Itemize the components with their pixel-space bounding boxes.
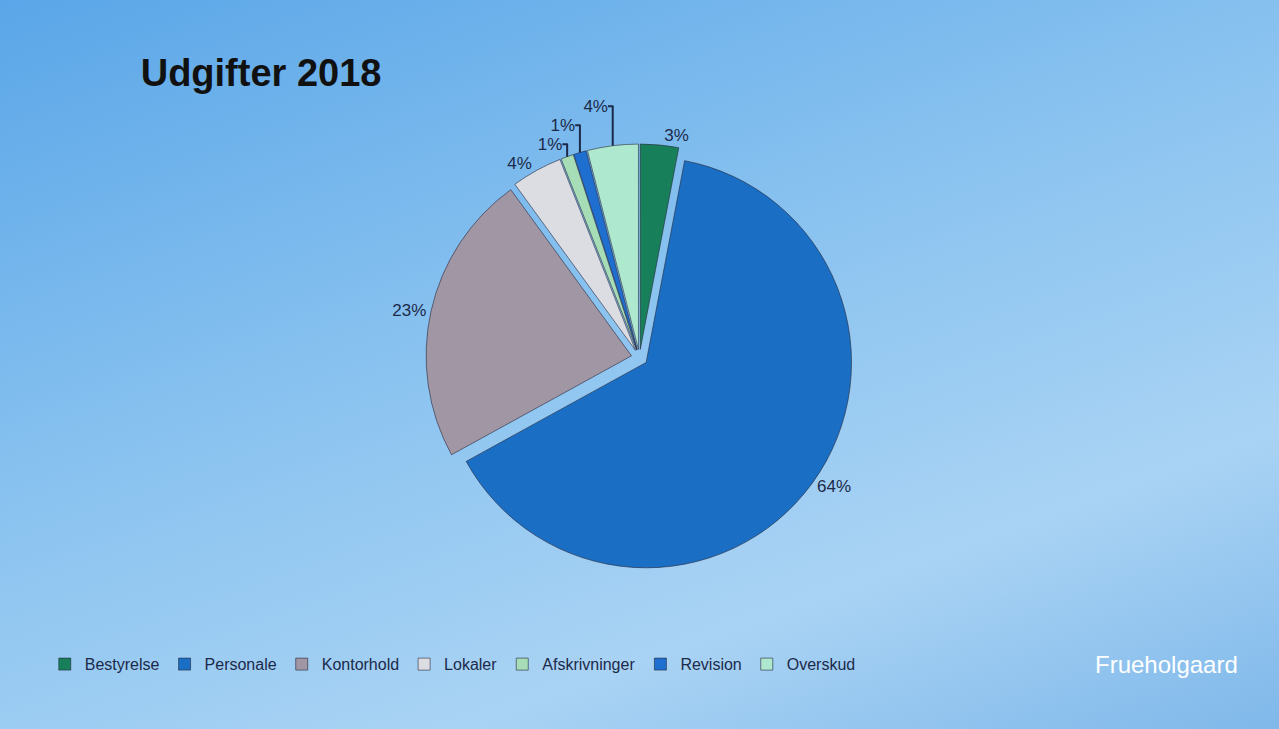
svg-text:Overskud: Overskud <box>787 656 855 673</box>
svg-text:Kontorhold: Kontorhold <box>322 656 399 673</box>
svg-text:1%: 1% <box>538 135 563 154</box>
svg-text:Afskrivninger: Afskrivninger <box>542 656 635 673</box>
svg-text:Personale: Personale <box>205 656 277 673</box>
svg-text:4%: 4% <box>583 97 608 116</box>
svg-text:64%: 64% <box>817 477 851 496</box>
svg-text:3%: 3% <box>664 126 689 145</box>
svg-text:23%: 23% <box>392 301 426 320</box>
svg-text:Revision: Revision <box>680 656 741 673</box>
svg-text:Bestyrelse: Bestyrelse <box>85 656 160 673</box>
svg-text:1%: 1% <box>551 116 576 135</box>
svg-text:Udgifter 2018: Udgifter 2018 <box>141 52 382 94</box>
svg-text:Lokaler: Lokaler <box>444 656 497 673</box>
svg-text:4%: 4% <box>507 154 532 173</box>
svg-text:Frueholgaard: Frueholgaard <box>1095 651 1238 678</box>
